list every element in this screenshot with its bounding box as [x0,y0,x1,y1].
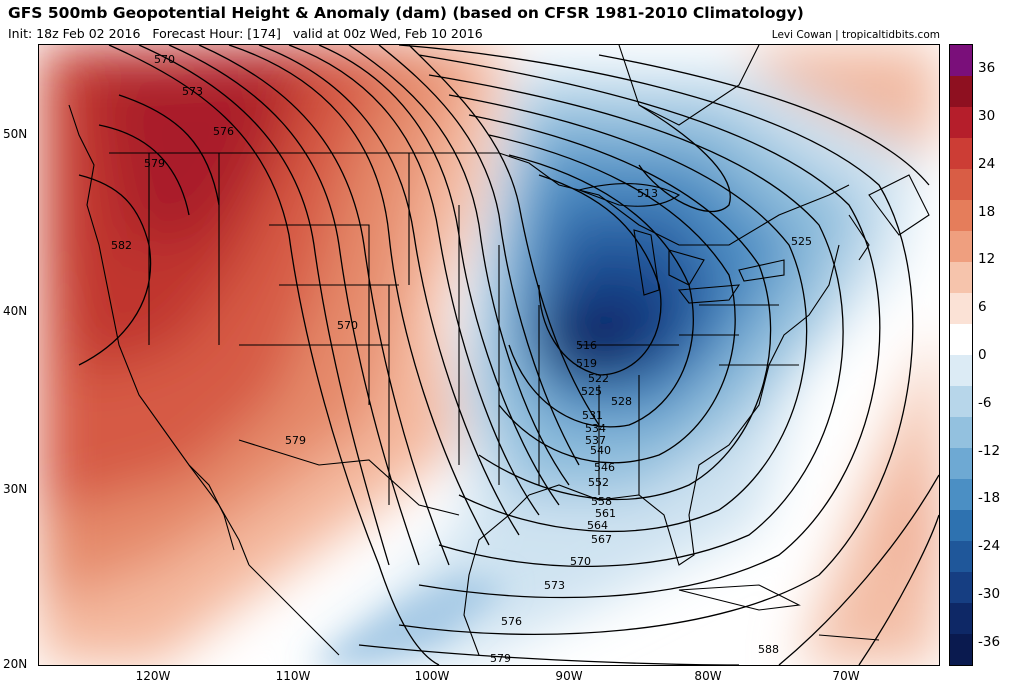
colorbar-segment [950,324,972,355]
credit-text: Levi Cowan | tropicaltidbits.com [771,29,940,41]
colorbar-tick-label: -6 [978,394,992,411]
contour-label: 552 [588,476,609,489]
colorbar-tick-label: 30 [978,108,996,125]
colorbar-segment [950,231,972,262]
contour-label: 579 [490,652,511,665]
colorbar-segment [950,386,972,417]
map-subtitle: Init: 18z Feb 02 2016 Forecast Hour: [17… [8,26,483,41]
lat-label-50n: 50N [3,127,28,141]
contour-label: 564 [587,519,608,532]
contour-label: 570 [570,555,591,568]
contour-label: 576 [501,615,522,628]
lat-label-40n: 40N [3,304,28,318]
colorbar-tick-label: -18 [978,490,1001,507]
contour-label: 567 [591,533,612,546]
colorbar-segment [950,262,972,293]
contour-label: 519 [576,357,597,370]
colorbar-segment [950,45,972,76]
contour-label: 546 [594,461,615,474]
colorbar-segment [950,572,972,603]
colorbar-segment [950,541,972,572]
lon-label-100w: 100W [414,669,450,683]
contour-label: 534 [585,422,606,435]
contour-label: 579 [144,157,165,170]
contour-label: 522 [588,372,609,385]
map-canvas: 570 573 576 579 582 570 579 513 525 516 … [39,45,939,665]
map-panel: 570 573 576 579 582 570 579 513 525 516 … [38,44,940,666]
contour-labels: 570 573 576 579 582 570 579 513 525 516 … [111,53,812,665]
lon-label-120w: 120W [135,669,171,683]
lat-label-30n: 30N [3,482,28,496]
colorbar-segment [950,510,972,541]
colorbar-tick-label: -36 [978,633,1001,650]
height-contours [78,45,939,665]
lon-label-90w: 90W [555,669,583,683]
contour-label: 576 [213,125,234,138]
colorbar-segment [950,417,972,448]
colorbar-segment [950,448,972,479]
contour-label: 573 [182,85,203,98]
contour-label: 540 [590,444,611,457]
contour-label: 528 [611,395,632,408]
contour-label: 531 [582,409,603,422]
contour-label: 570 [337,319,358,332]
contour-label: 525 [581,385,602,398]
colorbar-tick-label: 36 [978,60,996,77]
map-title: GFS 500mb Geopotential Height & Anomaly … [8,4,804,22]
geography-lines [68,45,930,656]
init-time: Init: 18z Feb 02 2016 [8,26,141,41]
colorbar-tick-label: -24 [978,538,1001,555]
contour-label: 537 [585,434,606,447]
colorbar-tick-label: -30 [978,585,1001,602]
contour-label: 573 [544,579,565,592]
colorbar-tick-label: 24 [978,155,996,172]
colorbar-segment [950,200,972,231]
colorbar-segment [950,169,972,200]
lat-label-20n: 20N [3,657,28,671]
colorbar-tick-label: 12 [978,251,996,268]
colorbar-tick-label: 0 [978,347,987,363]
contour-label: 516 [576,339,597,352]
contour-label: 570 [154,53,175,66]
colorbar-segment [950,107,972,138]
lon-label-110w: 110W [275,669,311,683]
contour-label: 561 [595,507,616,520]
lon-label-80w: 80W [694,669,722,683]
colorbar-segment [950,634,972,665]
colorbar-segment [950,603,972,634]
colorbar-tick-label: 18 [978,203,996,220]
anomaly-colorbar [949,44,973,666]
contour-label: 525 [791,235,812,248]
valid-time: valid at 00z Wed, Feb 10 2016 [292,26,483,41]
contour-label: 582 [111,239,132,252]
colorbar-tick-label: -12 [978,442,1001,459]
contour-label: 513 [637,187,658,200]
forecast-hour: Forecast Hour: [174] [152,26,281,41]
contour-label: 579 [285,434,306,447]
contour-label: 558 [591,495,612,508]
contour-label: 588 [758,643,779,656]
colorbar-segment [950,479,972,510]
anomaly-shading [39,45,939,665]
colorbar-segment [950,293,972,324]
colorbar-segment [950,355,972,386]
colorbar-segment [950,138,972,169]
colorbar-tick-label: 6 [978,299,987,316]
lon-label-70w: 70W [832,669,860,683]
colorbar-segment [950,76,972,107]
